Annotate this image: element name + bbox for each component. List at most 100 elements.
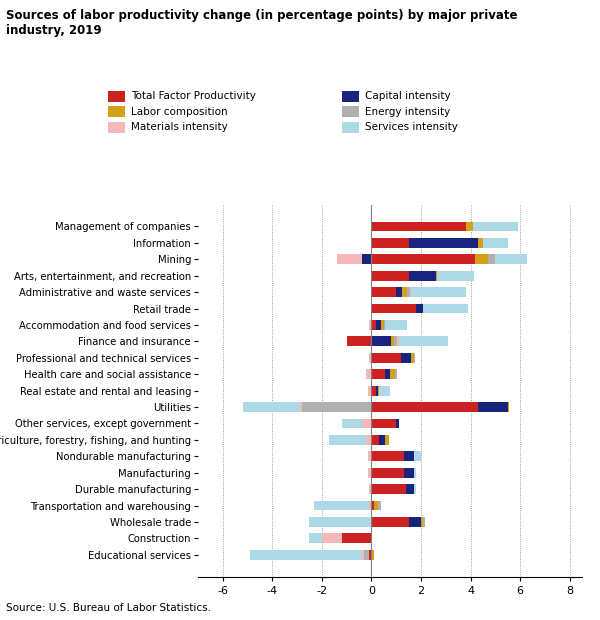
Bar xyxy=(391,337,394,347)
Bar xyxy=(347,337,371,347)
Bar xyxy=(401,353,411,363)
Bar xyxy=(413,484,416,494)
Bar xyxy=(369,353,371,363)
Bar xyxy=(395,370,397,379)
Bar xyxy=(508,402,509,412)
Bar xyxy=(404,467,413,477)
Bar xyxy=(466,221,473,231)
Bar xyxy=(371,221,466,231)
Text: Capital intensity: Capital intensity xyxy=(365,91,451,101)
Bar xyxy=(406,484,413,494)
Bar xyxy=(384,320,385,330)
Bar xyxy=(329,435,367,445)
Bar xyxy=(385,320,407,330)
Bar xyxy=(478,402,508,412)
Bar xyxy=(371,353,401,363)
Bar xyxy=(374,500,377,510)
Bar xyxy=(409,517,421,527)
Bar xyxy=(488,254,495,264)
Bar xyxy=(371,517,409,527)
Bar xyxy=(250,550,362,560)
Bar xyxy=(371,337,391,347)
Text: Sources of labor productivity change (in percentage points) by major private
ind: Sources of labor productivity change (in… xyxy=(6,9,517,37)
Bar xyxy=(394,337,397,347)
Bar xyxy=(371,500,374,510)
Bar xyxy=(424,517,425,527)
Bar xyxy=(341,418,362,428)
Text: Total Factor Productivity: Total Factor Productivity xyxy=(131,91,256,101)
Bar xyxy=(310,533,322,543)
Text: Materials intensity: Materials intensity xyxy=(131,122,227,132)
Bar xyxy=(390,370,395,379)
Bar xyxy=(371,271,409,281)
Bar xyxy=(385,370,390,379)
Bar xyxy=(376,320,382,330)
Bar xyxy=(371,287,396,297)
Bar xyxy=(369,550,371,560)
Bar xyxy=(385,435,389,445)
Bar xyxy=(379,435,385,445)
Bar xyxy=(369,320,371,330)
Bar xyxy=(478,238,483,248)
Bar xyxy=(362,550,364,560)
Text: Services intensity: Services intensity xyxy=(365,122,458,132)
Bar xyxy=(371,304,416,314)
Bar xyxy=(371,418,396,428)
Text: Energy intensity: Energy intensity xyxy=(365,107,450,117)
Bar xyxy=(322,533,341,543)
Bar xyxy=(377,500,382,510)
Bar xyxy=(368,467,371,477)
Bar xyxy=(310,517,371,527)
Bar xyxy=(242,402,299,412)
Text: Source: U.S. Bureau of Labor Statistics.: Source: U.S. Bureau of Labor Statistics. xyxy=(6,603,211,613)
Bar xyxy=(371,238,409,248)
Bar xyxy=(379,386,390,396)
Bar xyxy=(424,304,468,314)
Bar xyxy=(403,287,407,297)
Bar xyxy=(409,271,436,281)
Bar xyxy=(396,287,403,297)
Bar xyxy=(495,254,527,264)
Bar xyxy=(416,304,424,314)
Bar xyxy=(371,320,376,330)
Bar xyxy=(371,435,379,445)
Bar xyxy=(409,238,478,248)
Bar xyxy=(411,287,466,297)
Bar xyxy=(437,271,474,281)
Bar xyxy=(368,386,371,396)
Bar xyxy=(362,254,371,264)
Bar xyxy=(371,370,385,379)
Bar xyxy=(377,386,379,396)
Bar xyxy=(413,467,416,477)
Bar xyxy=(371,467,404,477)
Bar xyxy=(369,500,371,510)
Bar xyxy=(398,337,448,347)
Bar xyxy=(397,337,398,347)
Bar xyxy=(369,484,371,494)
Bar xyxy=(413,451,421,461)
Bar xyxy=(413,353,415,363)
Bar xyxy=(299,402,302,412)
Bar xyxy=(341,533,371,543)
Bar xyxy=(371,550,374,560)
Bar xyxy=(407,287,410,297)
Bar xyxy=(364,550,369,560)
Bar xyxy=(483,238,508,248)
Bar xyxy=(367,370,371,379)
Bar xyxy=(475,254,488,264)
Bar xyxy=(421,517,424,527)
Bar xyxy=(314,500,369,510)
Text: Labor composition: Labor composition xyxy=(131,107,227,117)
Bar xyxy=(371,484,406,494)
Bar xyxy=(410,287,411,297)
Bar xyxy=(302,402,371,412)
Bar xyxy=(371,254,475,264)
Bar xyxy=(411,353,413,363)
Bar xyxy=(371,386,376,396)
Bar xyxy=(367,435,371,445)
Bar xyxy=(371,451,404,461)
Bar xyxy=(473,221,518,231)
Bar xyxy=(368,451,371,461)
Bar xyxy=(436,271,437,281)
Bar xyxy=(396,418,398,428)
